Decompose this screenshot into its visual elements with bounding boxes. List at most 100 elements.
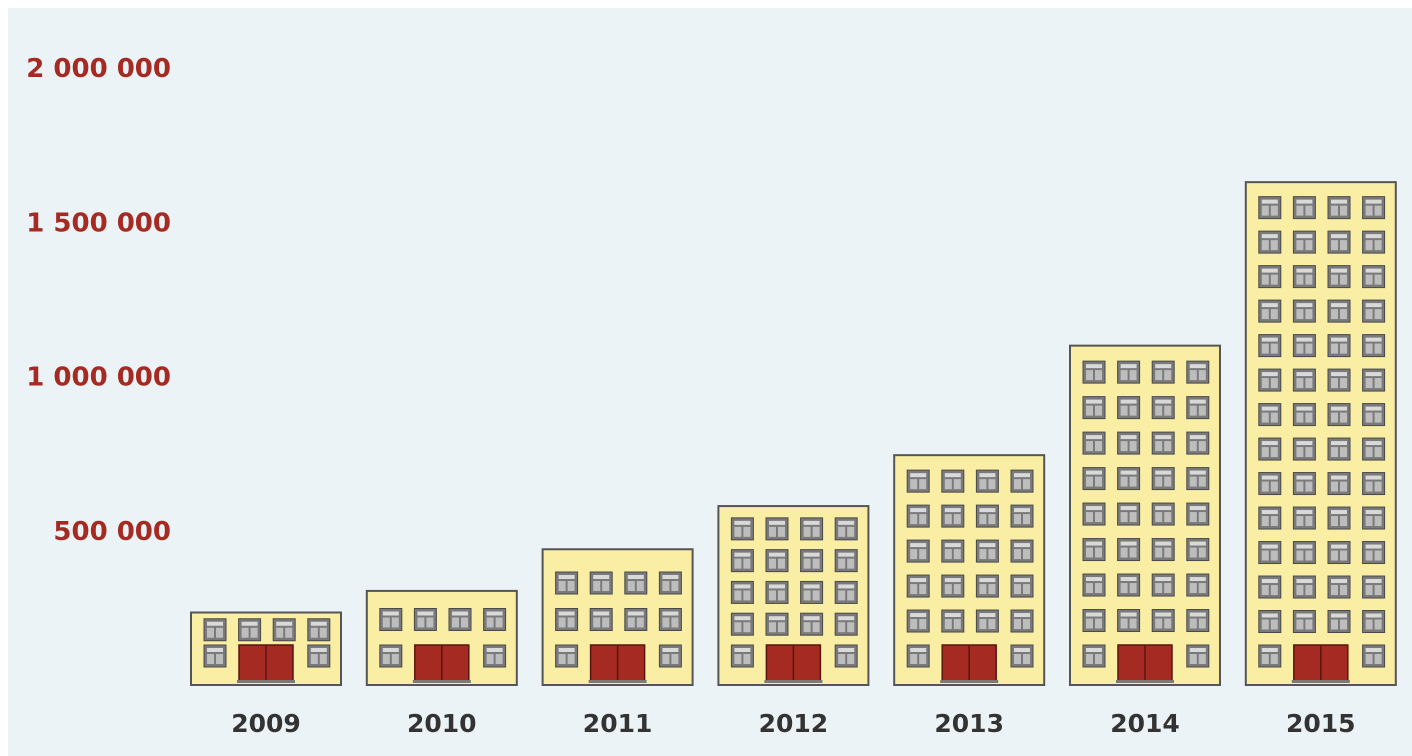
window xyxy=(1292,610,1316,634)
window xyxy=(1151,502,1175,526)
window xyxy=(1082,431,1106,455)
window xyxy=(238,618,262,642)
window xyxy=(1362,368,1386,392)
window xyxy=(765,517,789,541)
window xyxy=(800,549,824,573)
window xyxy=(1258,437,1282,461)
window xyxy=(658,644,682,668)
bar-building-2012 xyxy=(717,505,870,686)
window xyxy=(1292,506,1316,530)
window xyxy=(730,517,754,541)
window xyxy=(1082,573,1106,597)
window xyxy=(1292,196,1316,220)
window xyxy=(1292,541,1316,565)
window xyxy=(1362,644,1386,668)
window xyxy=(975,539,999,563)
window xyxy=(765,612,789,636)
window xyxy=(1082,538,1106,562)
bar-building-2013 xyxy=(893,454,1046,687)
window xyxy=(1258,265,1282,289)
window xyxy=(730,580,754,604)
window xyxy=(1362,403,1386,427)
window xyxy=(1327,299,1351,323)
bars xyxy=(190,181,1397,687)
window xyxy=(1362,541,1386,565)
window xyxy=(1186,467,1210,491)
window xyxy=(203,618,227,642)
window xyxy=(1258,299,1282,323)
window xyxy=(1327,541,1351,565)
window xyxy=(624,608,648,631)
window xyxy=(1362,196,1386,220)
window xyxy=(1362,265,1386,289)
window xyxy=(730,644,754,668)
window xyxy=(1186,538,1210,562)
door xyxy=(940,644,999,683)
window xyxy=(1082,396,1106,420)
window xyxy=(906,644,930,668)
window xyxy=(941,574,965,598)
window xyxy=(1258,196,1282,220)
window xyxy=(941,609,965,633)
window xyxy=(975,469,999,493)
window xyxy=(1010,539,1034,563)
window xyxy=(1186,360,1210,384)
window xyxy=(1151,467,1175,491)
window xyxy=(1362,575,1386,599)
window xyxy=(1292,437,1316,461)
x-tick-label: 2010 xyxy=(407,709,477,738)
window xyxy=(1151,538,1175,562)
window xyxy=(1327,403,1351,427)
window xyxy=(203,644,227,668)
window xyxy=(272,618,296,642)
window xyxy=(975,574,999,598)
window xyxy=(1327,575,1351,599)
window xyxy=(589,608,613,631)
window xyxy=(1082,502,1106,526)
window xyxy=(555,644,579,668)
window xyxy=(1186,396,1210,420)
y-tick-label: 500 000 xyxy=(53,517,171,547)
window xyxy=(906,469,930,493)
y-tick-label: 1 500 000 xyxy=(26,208,171,238)
door xyxy=(764,644,823,683)
window xyxy=(1292,403,1316,427)
y-axis: 500 000 1 000 000 1 500 000 2 000 000 xyxy=(26,54,171,547)
window xyxy=(1327,437,1351,461)
window xyxy=(413,608,437,631)
window xyxy=(834,612,858,636)
window xyxy=(730,549,754,573)
window xyxy=(1327,506,1351,530)
window xyxy=(589,571,613,595)
window xyxy=(800,612,824,636)
window xyxy=(1362,230,1386,254)
window xyxy=(1327,265,1351,289)
x-tick-label: 2013 xyxy=(934,709,1004,738)
window xyxy=(1186,502,1210,526)
window xyxy=(1258,575,1282,599)
window xyxy=(1258,541,1282,565)
window xyxy=(1258,506,1282,530)
window xyxy=(1258,334,1282,358)
window xyxy=(1362,437,1386,461)
chart-canvas: 500 000 1 000 000 1 500 000 2 000 000 2009 2… xyxy=(8,8,1412,756)
door xyxy=(1116,644,1174,683)
x-tick-label: 2011 xyxy=(583,709,653,738)
window xyxy=(906,574,930,598)
window xyxy=(834,580,858,604)
window xyxy=(1292,368,1316,392)
window xyxy=(1117,538,1141,562)
window xyxy=(1010,469,1034,493)
window xyxy=(1151,360,1175,384)
window xyxy=(1151,573,1175,597)
window xyxy=(1258,610,1282,634)
window xyxy=(658,608,682,631)
window xyxy=(1117,431,1141,455)
window xyxy=(1186,644,1210,668)
window xyxy=(307,618,331,642)
window xyxy=(1362,334,1386,358)
window xyxy=(1292,265,1316,289)
window xyxy=(1292,299,1316,323)
window xyxy=(483,644,507,668)
